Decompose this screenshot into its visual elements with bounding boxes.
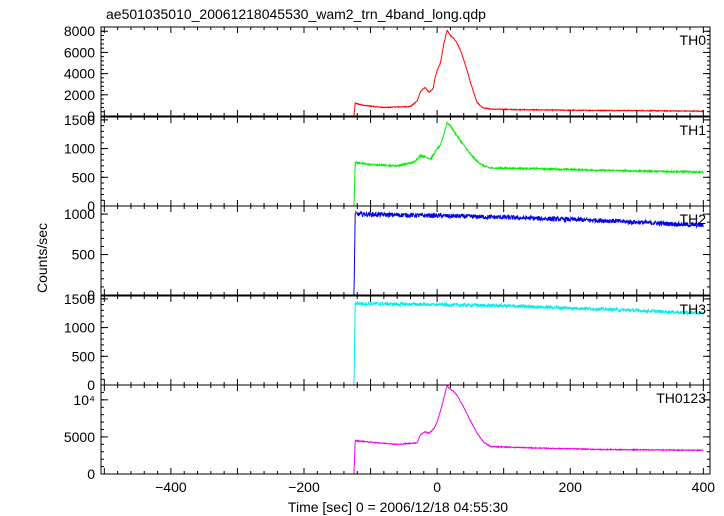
series-line-th2 (101, 210, 704, 296)
x-tick-label: −400 (155, 479, 187, 495)
y-tick-label: 1500 (64, 112, 95, 128)
y-tick-label: 5000 (64, 429, 95, 445)
panel-frame (100, 116, 711, 207)
panel-label-th0123: TH0123 (656, 390, 706, 406)
y-axis-label: Counts/sec (34, 223, 50, 293)
y-tick-label: 0 (87, 377, 95, 393)
x-axis: −400 −200 0 200 400 (155, 479, 715, 495)
panel-frame (100, 384, 711, 475)
y-tick-label: 4000 (64, 66, 95, 82)
y-tick-label: 0 (87, 287, 95, 303)
panel-th2: 0 500 1000 TH2 (64, 205, 711, 303)
y-tick-label: 1000 (64, 141, 95, 157)
y-tick-label: 1000 (64, 206, 95, 222)
series-line-th1 (101, 120, 704, 207)
panels: 0 2000 4000 6000 8000 TH0 0 500 1000 1500 TH1 0 500 1… (64, 23, 711, 482)
series-line-th3 (101, 300, 704, 386)
y-tick-label: 2000 (64, 87, 95, 103)
chart-title: ae501035010_20061218045530_wam2_trn_4ban… (106, 6, 486, 22)
y-tick-label: 0 (87, 198, 95, 214)
panel-th1: 0 500 1000 1500 TH1 (64, 112, 711, 214)
panel-frame (100, 295, 711, 386)
y-tick-label: 1500 (64, 291, 95, 307)
x-tick-label: 400 (692, 479, 716, 495)
y-tick-label: 0 (87, 108, 95, 124)
y-tick-label: 0 (87, 466, 95, 482)
panel-label-th0: TH0 (680, 32, 707, 48)
panel-label-th3: TH3 (680, 301, 707, 317)
series-line-th0123 (101, 384, 704, 475)
x-tick-label: 200 (559, 479, 583, 495)
y-tick-label: 8000 (64, 23, 95, 39)
panel-frame (100, 205, 711, 296)
panel-label-th1: TH1 (680, 122, 707, 138)
panel-frame (100, 26, 711, 117)
y-tick-label: 10⁴ (73, 392, 95, 408)
y-tick-label: 6000 (64, 44, 95, 60)
panel-th3: 0 500 1000 1500 TH3 (64, 291, 711, 393)
panel-th0123: 0 5000 10⁴ TH0123 (64, 384, 711, 482)
x-tick-label: 0 (433, 479, 441, 495)
y-tick-label: 500 (72, 247, 96, 263)
x-tick-label: −200 (288, 479, 320, 495)
series-line-th0 (101, 29, 704, 117)
y-tick-label: 500 (72, 169, 96, 185)
y-tick-label: 1000 (64, 320, 95, 336)
y-tick-label: 500 (72, 348, 96, 364)
panel-label-th2: TH2 (680, 211, 707, 227)
x-axis-label: Time [sec] 0 = 2006/12/18 04:55:30 (288, 499, 508, 515)
panel-th0: 0 2000 4000 6000 8000 TH0 (64, 23, 711, 124)
